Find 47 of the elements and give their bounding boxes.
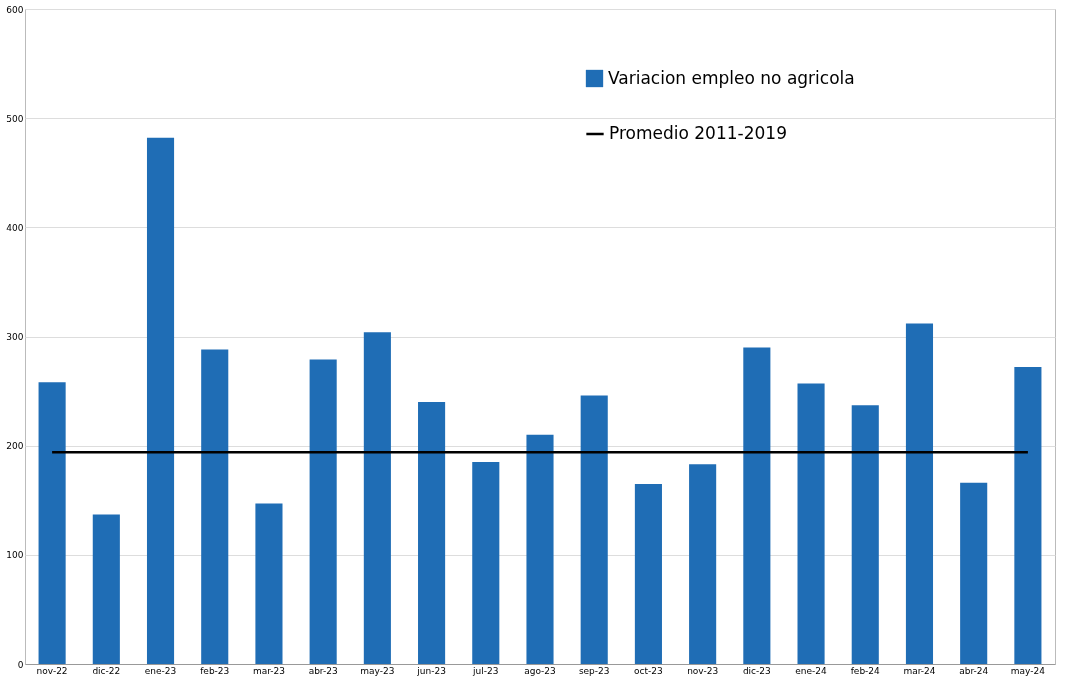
bar xyxy=(418,402,446,664)
y-tick-label: 600 xyxy=(6,4,24,15)
x-tick-label: may-23 xyxy=(360,665,395,676)
bar xyxy=(1014,367,1042,664)
bar xyxy=(960,482,988,664)
legend-label: Variacion empleo no agricola xyxy=(608,67,855,88)
x-tick-label: jun-23 xyxy=(416,665,446,676)
y-tick-label: 100 xyxy=(6,550,24,561)
bar xyxy=(797,383,825,664)
x-tick-label: ene-24 xyxy=(795,665,828,676)
bar xyxy=(472,462,500,664)
bar xyxy=(146,137,175,664)
bar xyxy=(201,349,229,664)
y-tick-label: 200 xyxy=(6,441,24,452)
x-tick-label: sep-23 xyxy=(578,665,610,676)
bar xyxy=(634,483,662,664)
x-tick-label: feb-24 xyxy=(850,665,881,676)
x-tick-label: may-24 xyxy=(1010,665,1046,676)
y-tick-label: 500 xyxy=(6,113,24,124)
x-tick-label: abr-23 xyxy=(308,665,338,676)
bar xyxy=(38,382,66,664)
x-tick-label: abr-24 xyxy=(959,665,989,676)
bar xyxy=(309,359,337,664)
bar xyxy=(255,503,283,664)
y-tick-label: 300 xyxy=(6,332,24,342)
x-tick-label: mar-24 xyxy=(903,665,936,676)
x-tick-label: feb-23 xyxy=(200,665,230,676)
bar xyxy=(851,405,879,664)
x-tick-label: mar-23 xyxy=(252,665,285,676)
legend-label: Promedio 2011-2019 xyxy=(609,123,787,143)
y-tick-label: 0 xyxy=(17,659,24,670)
bar xyxy=(526,434,554,664)
bar xyxy=(92,514,120,664)
x-tick-label: dic-22 xyxy=(92,665,121,676)
x-tick-label: nov-22 xyxy=(36,665,68,676)
x-tick-label: ago-23 xyxy=(524,665,556,676)
x-tick-label: nov-23 xyxy=(687,665,719,676)
x-tick-label: dic-23 xyxy=(742,665,771,676)
bar xyxy=(580,395,608,664)
y-tick-label: 400 xyxy=(6,222,24,233)
x-tick-label: oct-23 xyxy=(634,665,663,676)
bar xyxy=(689,464,717,664)
bar xyxy=(905,323,934,664)
bar xyxy=(363,332,391,664)
x-tick-label: ene-23 xyxy=(144,665,177,676)
x-tick-label: jul-23 xyxy=(472,665,499,676)
bar xyxy=(743,347,771,664)
